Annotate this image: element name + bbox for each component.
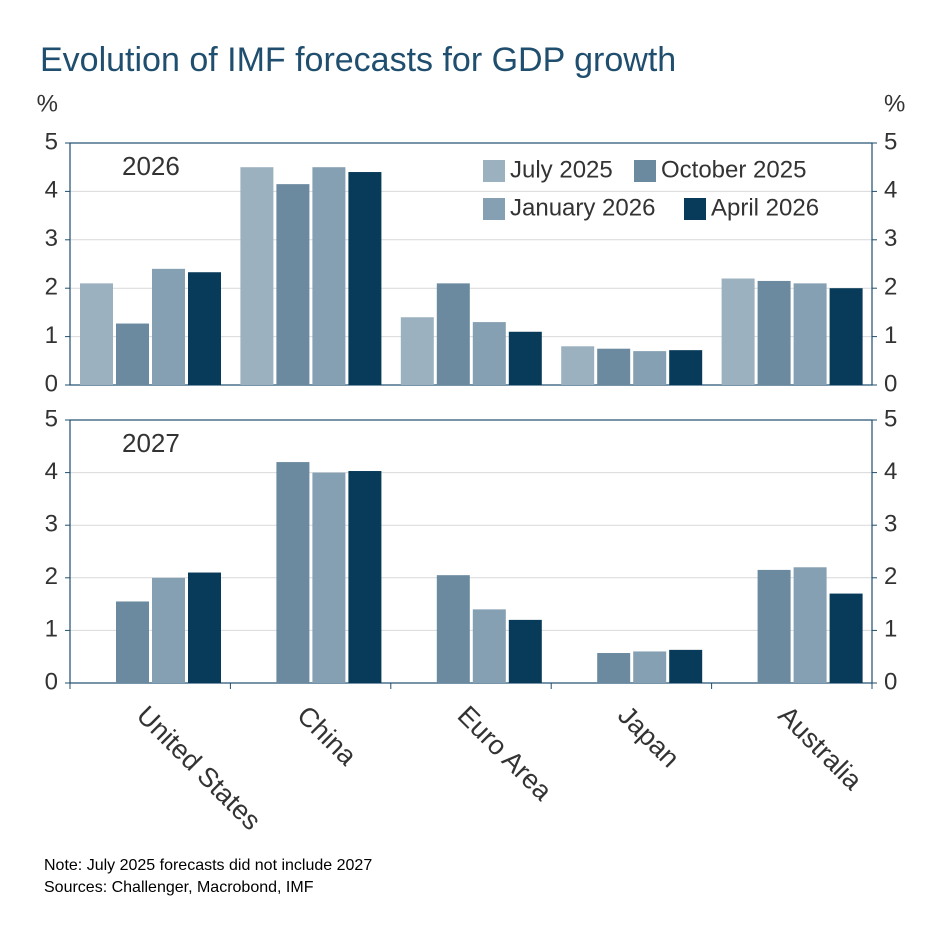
y2-axis-label: %	[884, 90, 905, 117]
x-tick-label: Euro Area	[452, 700, 559, 807]
legend-label: July 2025	[510, 156, 613, 183]
y-tick-label: 3	[45, 511, 58, 538]
x-tick-label: Japan	[612, 700, 685, 773]
bar	[633, 351, 667, 385]
legend-label: January 2026	[510, 194, 655, 221]
bar	[757, 569, 791, 683]
y-tick-label: 4	[45, 458, 58, 485]
panel-label: 2027	[122, 428, 180, 458]
y-tick-label: 5	[45, 405, 58, 432]
note: Sources: Challenger, Macrobond, IMF	[44, 879, 314, 896]
bar	[829, 288, 863, 385]
y-tick-label: 1	[45, 616, 58, 643]
bar	[793, 283, 827, 385]
bar	[80, 283, 113, 385]
bar	[597, 348, 631, 385]
y-tick-label: 2	[45, 563, 58, 590]
y2-tick-label: 3	[884, 225, 897, 252]
bar	[152, 268, 185, 385]
legend-swatch	[684, 198, 706, 220]
bar	[188, 272, 221, 385]
y2-tick-label: 2	[884, 563, 897, 590]
bar	[508, 619, 542, 683]
y2-tick-label: 4	[884, 177, 897, 204]
bar	[116, 601, 149, 683]
y-tick-label: 0	[45, 370, 58, 397]
bar	[276, 462, 310, 683]
bar	[348, 172, 382, 385]
x-tick-label: China	[291, 700, 363, 772]
bar	[116, 323, 149, 385]
y2-tick-label: 0	[884, 668, 897, 695]
bar	[721, 278, 755, 385]
bar	[240, 167, 274, 385]
y2-tick-label: 5	[884, 128, 897, 155]
y-tick-label: 5	[45, 128, 58, 155]
y2-tick-label: 2	[884, 274, 897, 301]
y-axis-label: %	[37, 90, 58, 117]
bar	[669, 350, 703, 385]
bar	[188, 572, 221, 683]
bar	[348, 471, 382, 683]
bar	[312, 167, 346, 385]
bar	[436, 283, 470, 385]
y2-tick-label: 1	[884, 616, 897, 643]
bar	[276, 184, 310, 385]
bar	[400, 317, 434, 385]
y2-tick-label: 0	[884, 370, 897, 397]
y-tick-label: 4	[45, 177, 58, 204]
bar	[597, 653, 631, 683]
bar	[152, 577, 185, 683]
y-tick-label: 3	[45, 225, 58, 252]
bar	[472, 609, 506, 683]
bar	[508, 331, 542, 385]
bar	[793, 567, 827, 683]
legend-swatch	[483, 160, 505, 182]
bar	[757, 280, 791, 385]
bar	[669, 649, 703, 683]
x-tick-label: United States	[131, 700, 267, 836]
legend-swatch	[483, 198, 505, 220]
y2-tick-label: 5	[884, 405, 897, 432]
chart-title: Evolution of IMF forecasts for GDP growt…	[40, 41, 676, 79]
bar	[561, 346, 595, 385]
y2-tick-label: 1	[884, 322, 897, 349]
bar	[472, 322, 506, 385]
bar	[312, 472, 346, 683]
y-tick-label: 2	[45, 274, 58, 301]
y-tick-label: 0	[45, 668, 58, 695]
y2-tick-label: 4	[884, 458, 897, 485]
legend-label: April 2026	[711, 194, 819, 221]
plot-frame	[69, 419, 873, 684]
legend-swatch	[634, 160, 656, 182]
bar	[436, 575, 470, 683]
y-tick-label: 1	[45, 322, 58, 349]
panel-label: 2026	[122, 151, 180, 181]
legend-label: October 2025	[661, 156, 806, 183]
plot-frame	[69, 142, 873, 386]
note: Note: July 2025 forecasts did not includ…	[44, 857, 372, 874]
bar	[633, 651, 667, 683]
x-tick-label: Australia	[773, 700, 869, 796]
y2-tick-label: 3	[884, 511, 897, 538]
bar	[829, 593, 863, 683]
